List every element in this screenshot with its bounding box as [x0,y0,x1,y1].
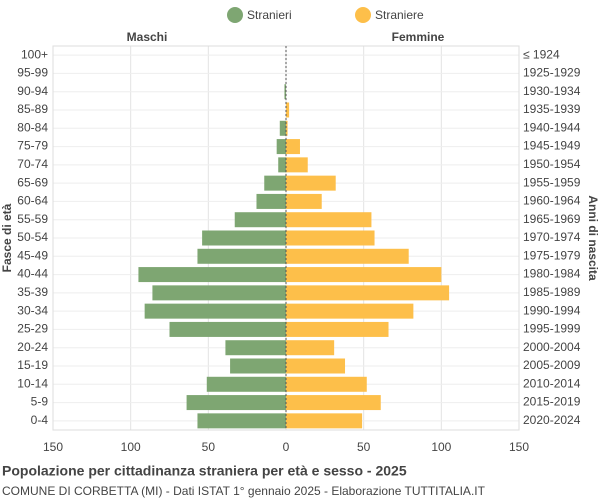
y2-tick-label: 1940-1944 [523,120,581,134]
bar [169,321,286,337]
bar [286,285,450,301]
bar [186,395,286,411]
bar [202,230,286,246]
bar [276,139,286,155]
bar [286,102,290,118]
legend-label: Straniere [375,8,424,22]
bar [284,84,286,100]
y2-tick-label: 1990-1994 [523,303,581,317]
y2-label: Anni di nascita [586,195,600,281]
bar [286,376,367,392]
x-tick-label: 150 [509,440,529,454]
bar [286,193,322,209]
bar [278,157,286,173]
bar [144,303,286,319]
bar [286,139,300,155]
left-label: Maschi [127,30,168,44]
y-tick-label: 25-29 [17,322,48,336]
y2-tick-label: 1955-1959 [523,175,581,189]
y2-tick-label: 2010-2014 [523,376,581,390]
y-tick-label: 10-14 [17,376,48,390]
y2-tick-label: 1935-1939 [523,102,581,116]
y-tick-label: 65-69 [17,175,48,189]
chart-title: Popolazione per cittadinanza straniera p… [2,463,407,479]
bar [286,413,363,429]
y2-tick-label: 1970-1974 [523,230,581,244]
y2-tick-label: 1945-1949 [523,139,581,153]
y2-tick-label: 1965-1969 [523,212,581,226]
legend-marker [355,7,371,23]
y-tick-label: 90-94 [17,84,48,98]
y-tick-label: 100+ [21,47,48,61]
bar [286,230,375,246]
bar [138,267,286,283]
y-tick-label: 70-74 [17,157,48,171]
y-tick-label: 60-64 [17,194,48,208]
x-tick-label: 100 [431,440,451,454]
y-tick-label: 5-9 [31,395,49,409]
x-tick-label: 150 [43,440,63,454]
bar [230,358,286,374]
bar [286,248,409,264]
bar [286,358,346,374]
x-tick-label: 50 [357,440,371,454]
bar [286,212,372,228]
bar [256,193,286,209]
y2-tick-label: 2015-2019 [523,395,581,409]
x-tick-label: 0 [283,440,290,454]
y-tick-label: 40-44 [17,267,48,281]
bar [197,248,286,264]
y2-tick-label: 1960-1964 [523,194,581,208]
chart-subtitle: COMUNE DI CORBETTA (MI) - Dati ISTAT 1° … [2,484,486,498]
y-tick-label: 55-59 [17,212,48,226]
bar [286,340,335,356]
y2-tick-label: 1950-1954 [523,157,581,171]
y-tick-label: 95-99 [17,66,48,80]
y2-tick-label: 2000-2004 [523,340,581,354]
y-tick-label: 0-4 [31,413,49,427]
bar [286,321,389,337]
x-tick-label: 100 [121,440,141,454]
y2-tick-label: 1985-1989 [523,285,581,299]
y-tick-label: 85-89 [17,102,48,116]
bar [234,212,286,228]
y-tick-label: 20-24 [17,340,48,354]
bar [279,120,286,136]
y2-tick-label: 1980-1984 [523,267,581,281]
y2-tick-label: 1975-1979 [523,248,581,262]
y-tick-label: 75-79 [17,139,48,153]
y2-tick-label: 2020-2024 [523,413,581,427]
bar [286,303,414,319]
bar [197,413,286,429]
bar [286,395,381,411]
bar [286,157,308,173]
y2-tick-label: 1930-1934 [523,84,581,98]
y2-tick-label: 1925-1929 [523,66,581,80]
y2-tick-label: 2005-2009 [523,358,581,372]
bar [286,120,288,136]
y-tick-label: 45-49 [17,248,48,262]
y-tick-label: 80-84 [17,120,48,134]
y-tick-label: 30-34 [17,303,48,317]
y2-tick-label: 1995-1999 [523,322,581,336]
legend-label: Stranieri [247,8,292,22]
bar [264,175,286,191]
y-tick-label: 50-54 [17,230,48,244]
bar [286,267,442,283]
y-tick-label: 15-19 [17,358,48,372]
y2-tick-label: ≤ 1924 [523,47,560,61]
legend-marker [227,7,243,23]
right-label: Femmine [392,30,445,44]
bar [152,285,286,301]
bar [286,175,336,191]
x-tick-label: 50 [202,440,216,454]
bar [225,340,286,356]
y-label: Fasce di età [0,203,14,272]
y-tick-label: 35-39 [17,285,48,299]
bar [206,376,286,392]
